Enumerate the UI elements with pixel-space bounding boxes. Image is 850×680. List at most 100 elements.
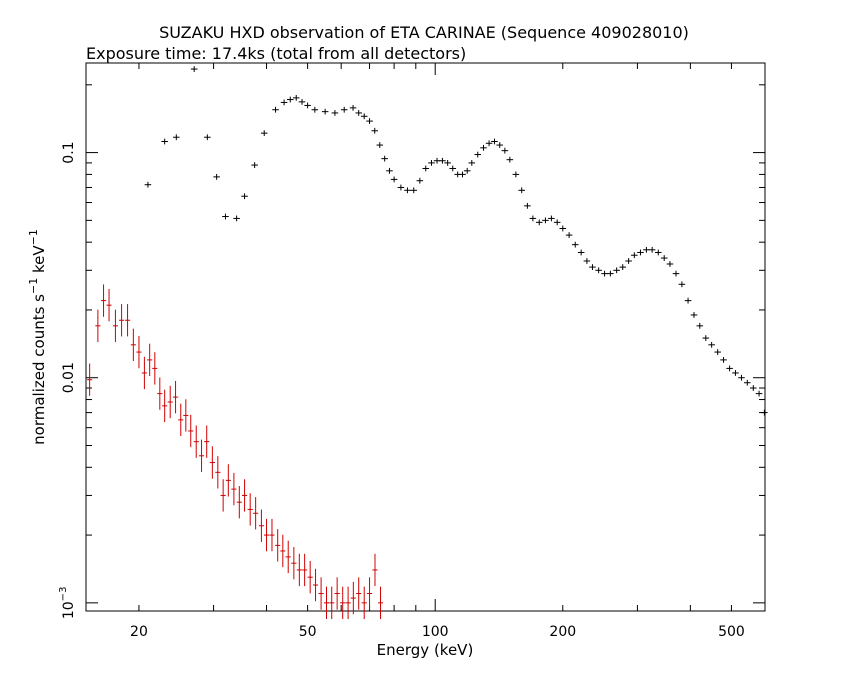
data-point: [321, 108, 329, 115]
data-point: [311, 106, 319, 113]
data-point: [524, 202, 531, 209]
x-tick-label: 200: [549, 624, 576, 640]
data-point: [463, 167, 471, 174]
y-axis-label-unit: keV: [30, 245, 48, 278]
data-point: [684, 297, 692, 304]
data-point: [625, 258, 632, 264]
data-point: [672, 270, 680, 277]
data-point: [100, 284, 107, 317]
data-point: [589, 264, 596, 270]
data-point: [275, 529, 281, 562]
data-point: [548, 215, 555, 222]
data-point: [251, 162, 258, 168]
data-point: [331, 110, 339, 116]
data-point: [87, 363, 93, 396]
data-point: [428, 159, 435, 166]
data-point: [371, 127, 379, 134]
y-axis-label-main: normalized counts s: [30, 294, 48, 445]
data-point: [198, 439, 205, 472]
data-point: [480, 144, 487, 151]
data-point: [755, 390, 763, 397]
data-point: [726, 365, 733, 372]
data-point: [496, 142, 504, 148]
data-point: [291, 547, 297, 580]
data-point: [350, 581, 356, 615]
data-point: [144, 181, 152, 188]
data-point: [280, 99, 288, 106]
y-axis-label-exp1: −1: [27, 278, 40, 294]
data-point: [220, 479, 226, 512]
data-point: [720, 357, 727, 363]
x-axis-label: Energy (keV): [377, 641, 474, 659]
data-point: [253, 497, 259, 530]
data-point: [355, 110, 362, 116]
data-point: [280, 534, 286, 568]
data-point: [529, 215, 537, 222]
data-point: [334, 577, 340, 610]
data-point: [204, 425, 210, 458]
data-point: [296, 553, 302, 587]
data-point: [147, 343, 153, 377]
data-point: [559, 225, 567, 232]
data-point: [304, 102, 311, 109]
data-point: [485, 140, 493, 147]
data-point: [565, 232, 573, 238]
data-point: [654, 249, 662, 256]
data-point: [318, 577, 324, 610]
data-point: [340, 106, 348, 113]
data-point: [161, 138, 168, 145]
data-point: [468, 159, 476, 166]
data-point: [188, 414, 194, 448]
data-point: [152, 352, 158, 385]
data-point: [361, 586, 367, 620]
x-tick-label: 20: [130, 624, 148, 640]
data-point: [444, 159, 451, 166]
y-axis-label: normalized counts s−1 keV−1: [27, 229, 48, 445]
data-point: [372, 553, 378, 587]
data-point: [553, 219, 561, 226]
data-point: [571, 241, 579, 248]
data-point: [366, 577, 373, 610]
data-point: [410, 187, 418, 194]
data-point: [738, 374, 745, 381]
data-point: [272, 106, 279, 113]
data-point: [506, 156, 514, 163]
x-tick-labels: 20 50 100 200 500: [130, 624, 745, 640]
x-tick-label: 500: [718, 624, 745, 640]
data-point: [356, 577, 362, 610]
chart-subtitle: Exposure time: 17.4ks (total from all de…: [86, 44, 466, 63]
data-point: [660, 255, 668, 261]
data-point: [613, 267, 620, 274]
x-tick-label: 50: [299, 624, 317, 640]
data-point: [340, 586, 346, 620]
data-point: [323, 586, 330, 620]
data-point: [260, 130, 268, 137]
data-point: [209, 446, 215, 479]
data-point: [648, 246, 656, 253]
data-point: [190, 66, 198, 72]
chart-title: SUZAKU HXD observation of ETA CARINAE (S…: [159, 23, 689, 42]
data-point: [619, 264, 627, 270]
data-point: [136, 335, 142, 369]
data-point: [204, 134, 211, 141]
data-point: [542, 217, 549, 224]
data-point: [474, 151, 482, 158]
data-point: [708, 341, 715, 348]
data-point: [167, 385, 173, 419]
data-point: [349, 104, 357, 111]
data-point: [119, 304, 125, 337]
data-point: [360, 113, 368, 120]
data-point: [386, 167, 393, 174]
data-point: [130, 328, 136, 362]
x-tick-label: 100: [422, 624, 449, 640]
data-point: [416, 177, 424, 184]
data-point: [172, 380, 179, 414]
data-point: [535, 219, 543, 226]
y-axis-label-exp2: −1: [27, 229, 40, 245]
data-point: [601, 270, 608, 277]
data-point: [162, 389, 168, 423]
data-point: [732, 370, 739, 376]
data-point: [750, 385, 757, 391]
data-point: [377, 586, 384, 620]
y-tick-label: 0.1: [61, 141, 77, 163]
